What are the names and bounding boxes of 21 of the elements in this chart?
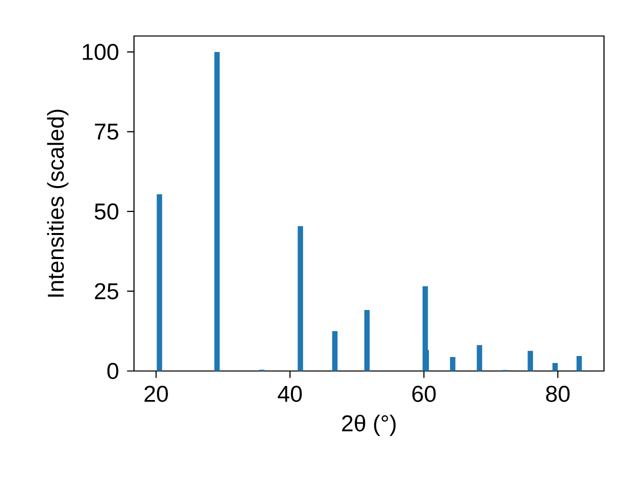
- bar: [528, 350, 534, 371]
- bar: [298, 226, 304, 371]
- x-axis-title: 2θ (°): [342, 414, 396, 436]
- y-tick-label: 50: [94, 203, 118, 220]
- bar: [214, 52, 220, 371]
- bar: [450, 356, 456, 371]
- y-tick-label: 0: [107, 362, 118, 380]
- x-tick-label: 20: [144, 386, 168, 402]
- bar: [364, 310, 370, 371]
- bar: [476, 345, 482, 371]
- bar: [156, 194, 162, 371]
- y-tick-label: 100: [82, 44, 118, 60]
- y-tick-label: 75: [94, 124, 118, 140]
- x-tick-label: 40: [278, 386, 302, 402]
- bar: [552, 363, 558, 371]
- bar: [576, 356, 582, 371]
- bar: [332, 331, 338, 371]
- y-axis-title: Intensities (scaled): [47, 110, 68, 297]
- x-tick-label: 80: [546, 386, 570, 402]
- y-tick-label: 25: [94, 283, 118, 300]
- x-tick-label: 60: [412, 386, 436, 402]
